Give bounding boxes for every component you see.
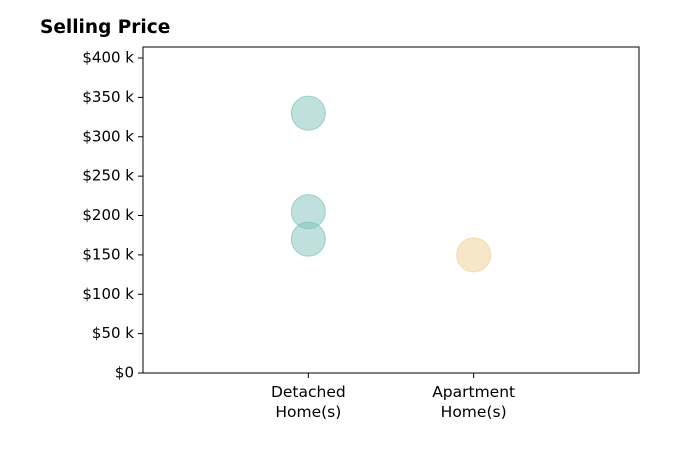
point <box>456 237 492 273</box>
y-tick-label: $300 k <box>82 127 134 145</box>
y-tick-label: $200 k <box>82 206 134 224</box>
plot-frame <box>142 46 640 374</box>
y-tick-label: $150 k <box>82 245 134 263</box>
y-tick-label: $250 k <box>82 167 134 185</box>
y-tick-label: $350 k <box>82 88 134 106</box>
point <box>290 221 326 257</box>
x-tick-label: Detached Home(s) <box>270 383 346 421</box>
y-tick-label: $0 <box>115 364 134 382</box>
y-tick-label: $400 k <box>82 49 134 67</box>
y-tick-label: $50 k <box>92 324 134 342</box>
point <box>290 95 326 131</box>
x-tick-label: Apartment Home(s) <box>432 383 516 421</box>
y-tick-label: $100 k <box>82 285 134 303</box>
chart-title: Selling Price <box>40 17 170 38</box>
